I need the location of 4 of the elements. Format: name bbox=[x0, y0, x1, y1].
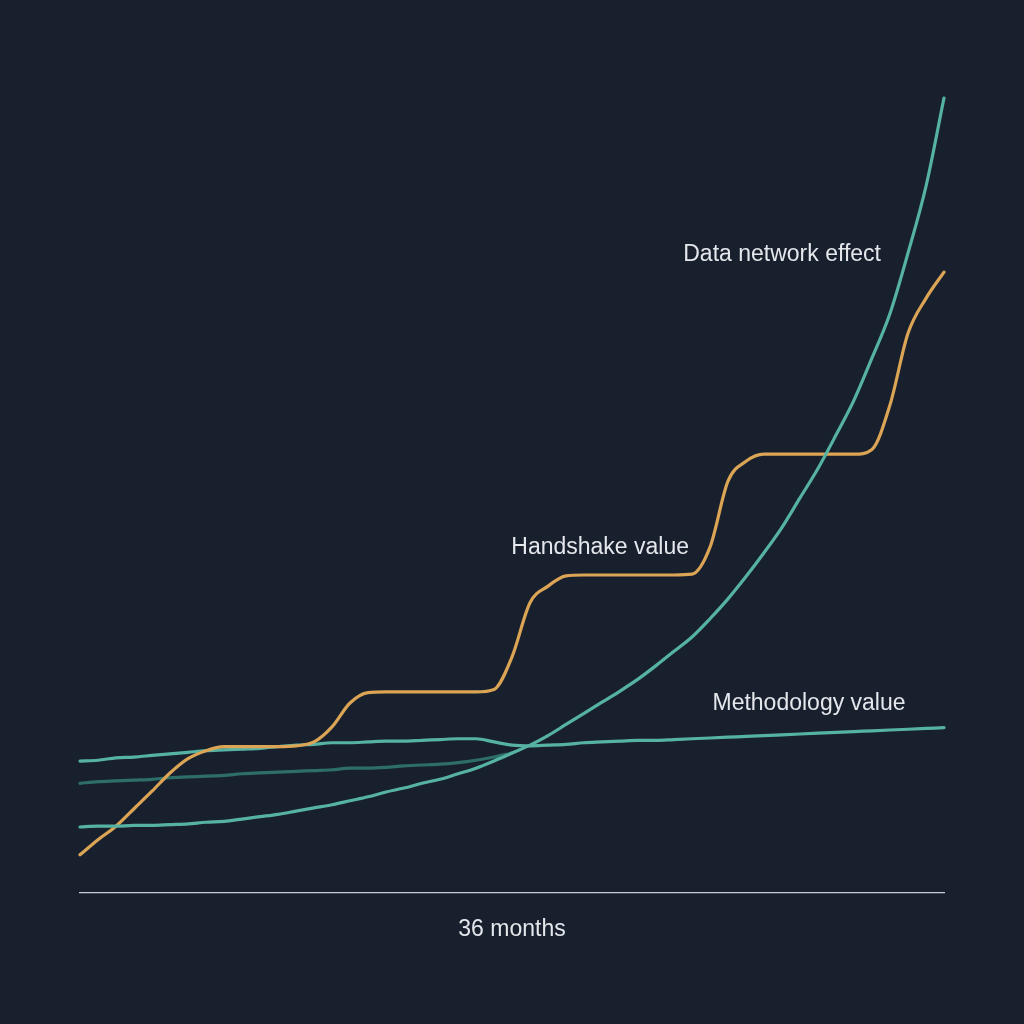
series-label: Handshake value bbox=[511, 532, 689, 559]
series-label: Data network effect bbox=[683, 240, 882, 267]
series-label: Methodology value bbox=[712, 689, 906, 716]
x-axis-title: 36 months bbox=[458, 914, 566, 941]
